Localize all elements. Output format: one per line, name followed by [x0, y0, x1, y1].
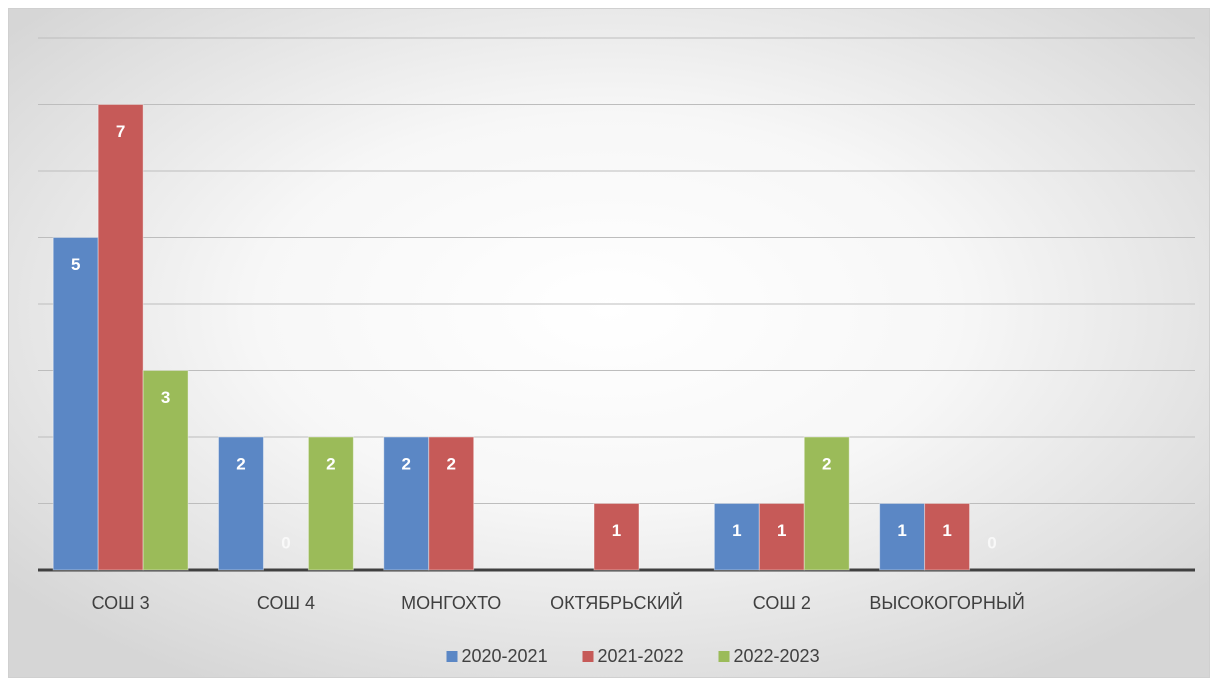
data-label: 1: [777, 521, 786, 540]
data-label: 3: [161, 388, 170, 407]
bar: [879, 503, 926, 571]
data-label: 5: [71, 255, 80, 274]
legend-swatch: [718, 651, 730, 662]
bar: [593, 503, 640, 571]
bar: [307, 436, 354, 571]
bar: [758, 503, 805, 571]
data-label: 7: [116, 122, 125, 141]
data-label: 1: [897, 521, 906, 540]
data-label: 0: [281, 533, 290, 552]
bar: [142, 370, 189, 571]
data-label: 0: [987, 533, 996, 552]
legend-label: 2022-2023: [734, 646, 820, 666]
bar: [52, 237, 99, 571]
data-label: 1: [942, 521, 951, 540]
bar: [924, 503, 971, 571]
legend-label: 2020-2021: [462, 646, 548, 666]
x-tick-label: СОШ 4: [257, 593, 315, 613]
x-tick-label: СОШ 2: [753, 593, 811, 613]
x-tick-label: ВЫСОКОГОРНЫЙ: [869, 592, 1024, 613]
legend-swatch: [582, 651, 594, 662]
legend-swatch: [446, 651, 458, 662]
data-label: 2: [446, 454, 455, 473]
legend-label: 2021-2022: [598, 646, 684, 666]
chart-background: [8, 8, 1210, 678]
x-tick-label: СОШ 3: [92, 593, 150, 613]
data-label: 2: [236, 454, 245, 473]
data-label: 2: [402, 454, 411, 473]
data-label: 1: [732, 521, 741, 540]
bar: [803, 436, 850, 571]
x-tick-label: МОНГОХТО: [401, 593, 501, 613]
data-label: 1: [612, 521, 621, 540]
data-label: 2: [822, 454, 831, 473]
bar: [383, 436, 430, 571]
data-label: 2: [326, 454, 335, 473]
bar: [428, 436, 475, 571]
bar: [217, 436, 264, 571]
bar: [713, 503, 760, 571]
bar: [97, 104, 144, 571]
x-tick-label: ОКТЯБРЬСКИЙ: [550, 592, 683, 613]
